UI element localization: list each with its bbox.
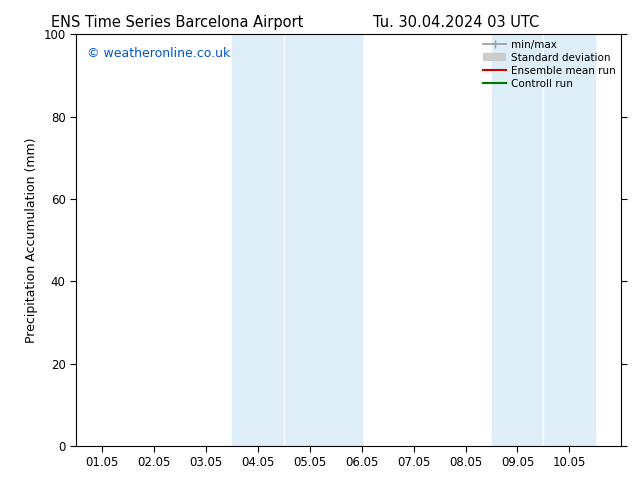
Y-axis label: Precipitation Accumulation (mm): Precipitation Accumulation (mm) bbox=[25, 137, 38, 343]
Bar bbox=[491, 34, 595, 446]
Text: © weatheronline.co.uk: © weatheronline.co.uk bbox=[87, 47, 230, 60]
Text: ENS Time Series Barcelona Airport: ENS Time Series Barcelona Airport bbox=[51, 15, 304, 30]
Bar bbox=[232, 34, 361, 446]
Text: Tu. 30.04.2024 03 UTC: Tu. 30.04.2024 03 UTC bbox=[373, 15, 540, 30]
Legend: min/max, Standard deviation, Ensemble mean run, Controll run: min/max, Standard deviation, Ensemble me… bbox=[483, 40, 616, 89]
